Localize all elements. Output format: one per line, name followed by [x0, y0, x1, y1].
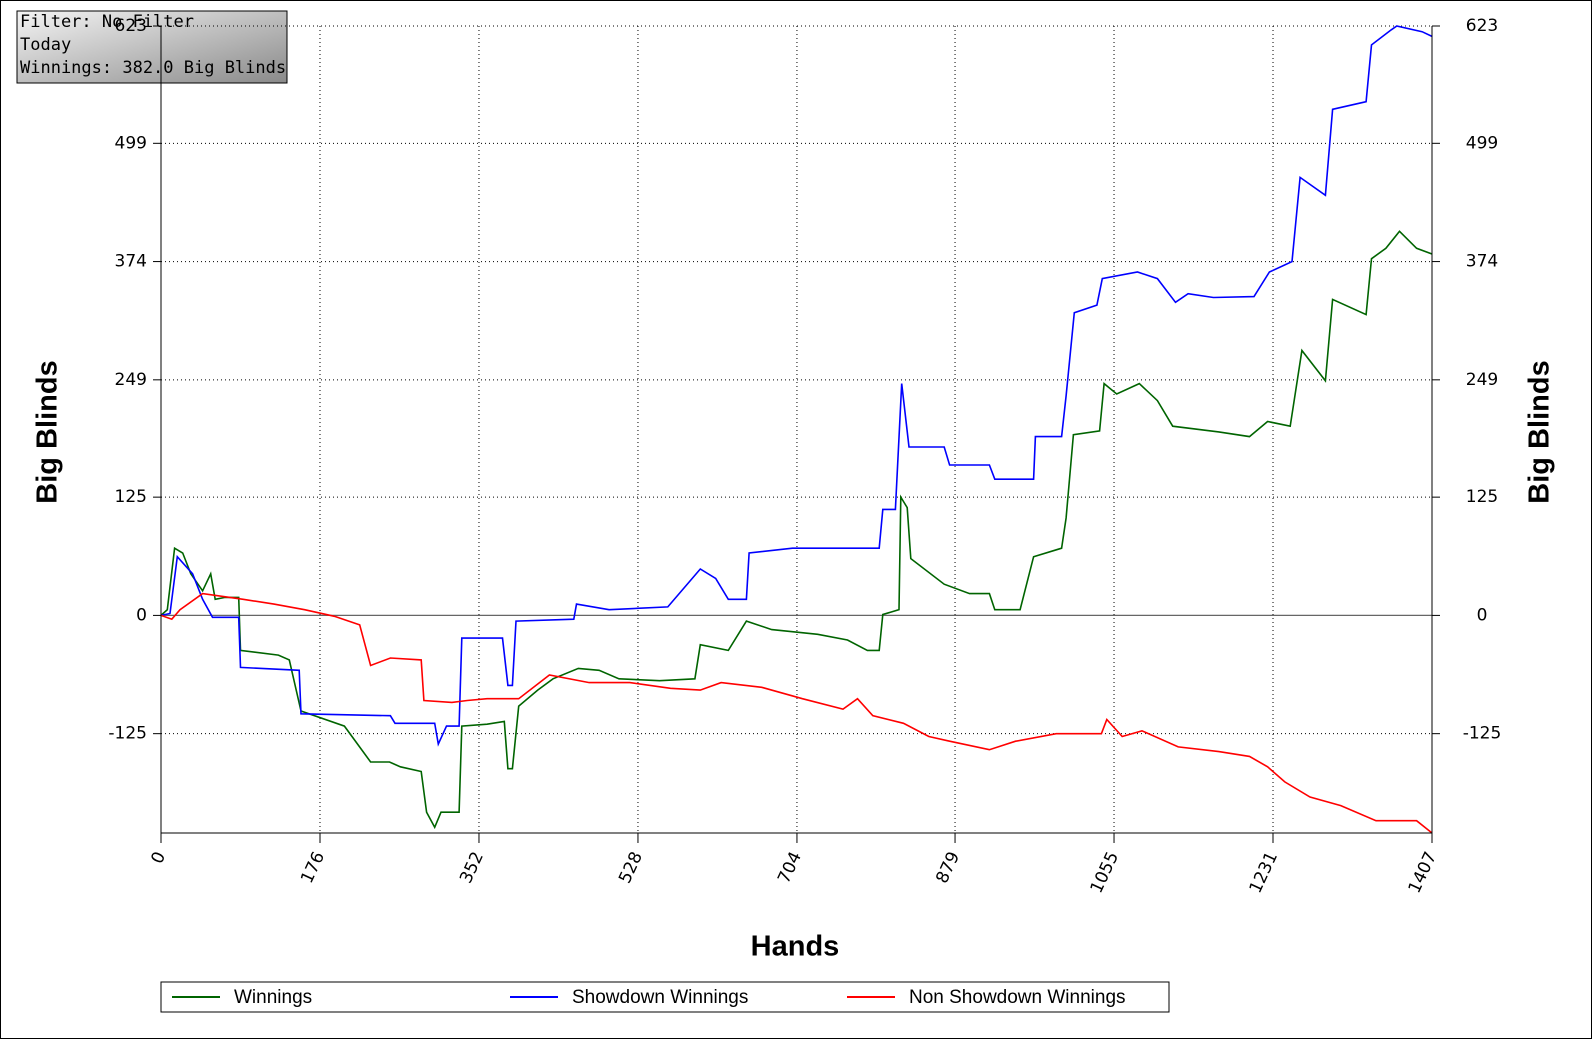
series-line: [160, 25, 1433, 747]
legend-box: [160, 981, 1170, 1013]
series-line: [160, 230, 1433, 830]
y2-tick-label: 0: [1477, 605, 1488, 625]
x-axis-title: Hands: [751, 931, 840, 963]
y2-axis-title: Big Blinds: [1524, 360, 1556, 503]
y-tick-label: 499: [115, 133, 147, 153]
legend-label: Non Showdown Winnings: [909, 987, 1126, 1008]
y-tick-label: -125: [108, 724, 147, 744]
y-tick-label: 0: [136, 605, 147, 625]
y2-tick-label: 249: [1466, 370, 1498, 390]
y-tick-label: 249: [115, 370, 147, 390]
y-tick-label: 623: [115, 16, 147, 36]
y2-tick-label: 623: [1466, 16, 1498, 36]
y2-tick-label: 125: [1466, 487, 1498, 507]
y-axis-title: Big Blinds: [32, 360, 64, 503]
series-line: [160, 592, 1433, 834]
info-line: Today: [20, 35, 71, 55]
legend-label: Winnings: [234, 987, 312, 1008]
y2-tick-label: -125: [1463, 724, 1502, 744]
info-line: Winnings: 382.0 Big Blinds: [20, 58, 286, 78]
legend-label: Showdown Winnings: [572, 987, 748, 1008]
y2-tick-label: 499: [1466, 133, 1498, 153]
info-line: Filter: No Filter: [20, 12, 194, 32]
y2-tick-label: 374: [1466, 252, 1498, 272]
y-tick-label: 125: [115, 487, 147, 507]
y-tick-label: 374: [115, 252, 147, 272]
info-box: [16, 10, 288, 84]
info-background: [16, 10, 288, 84]
